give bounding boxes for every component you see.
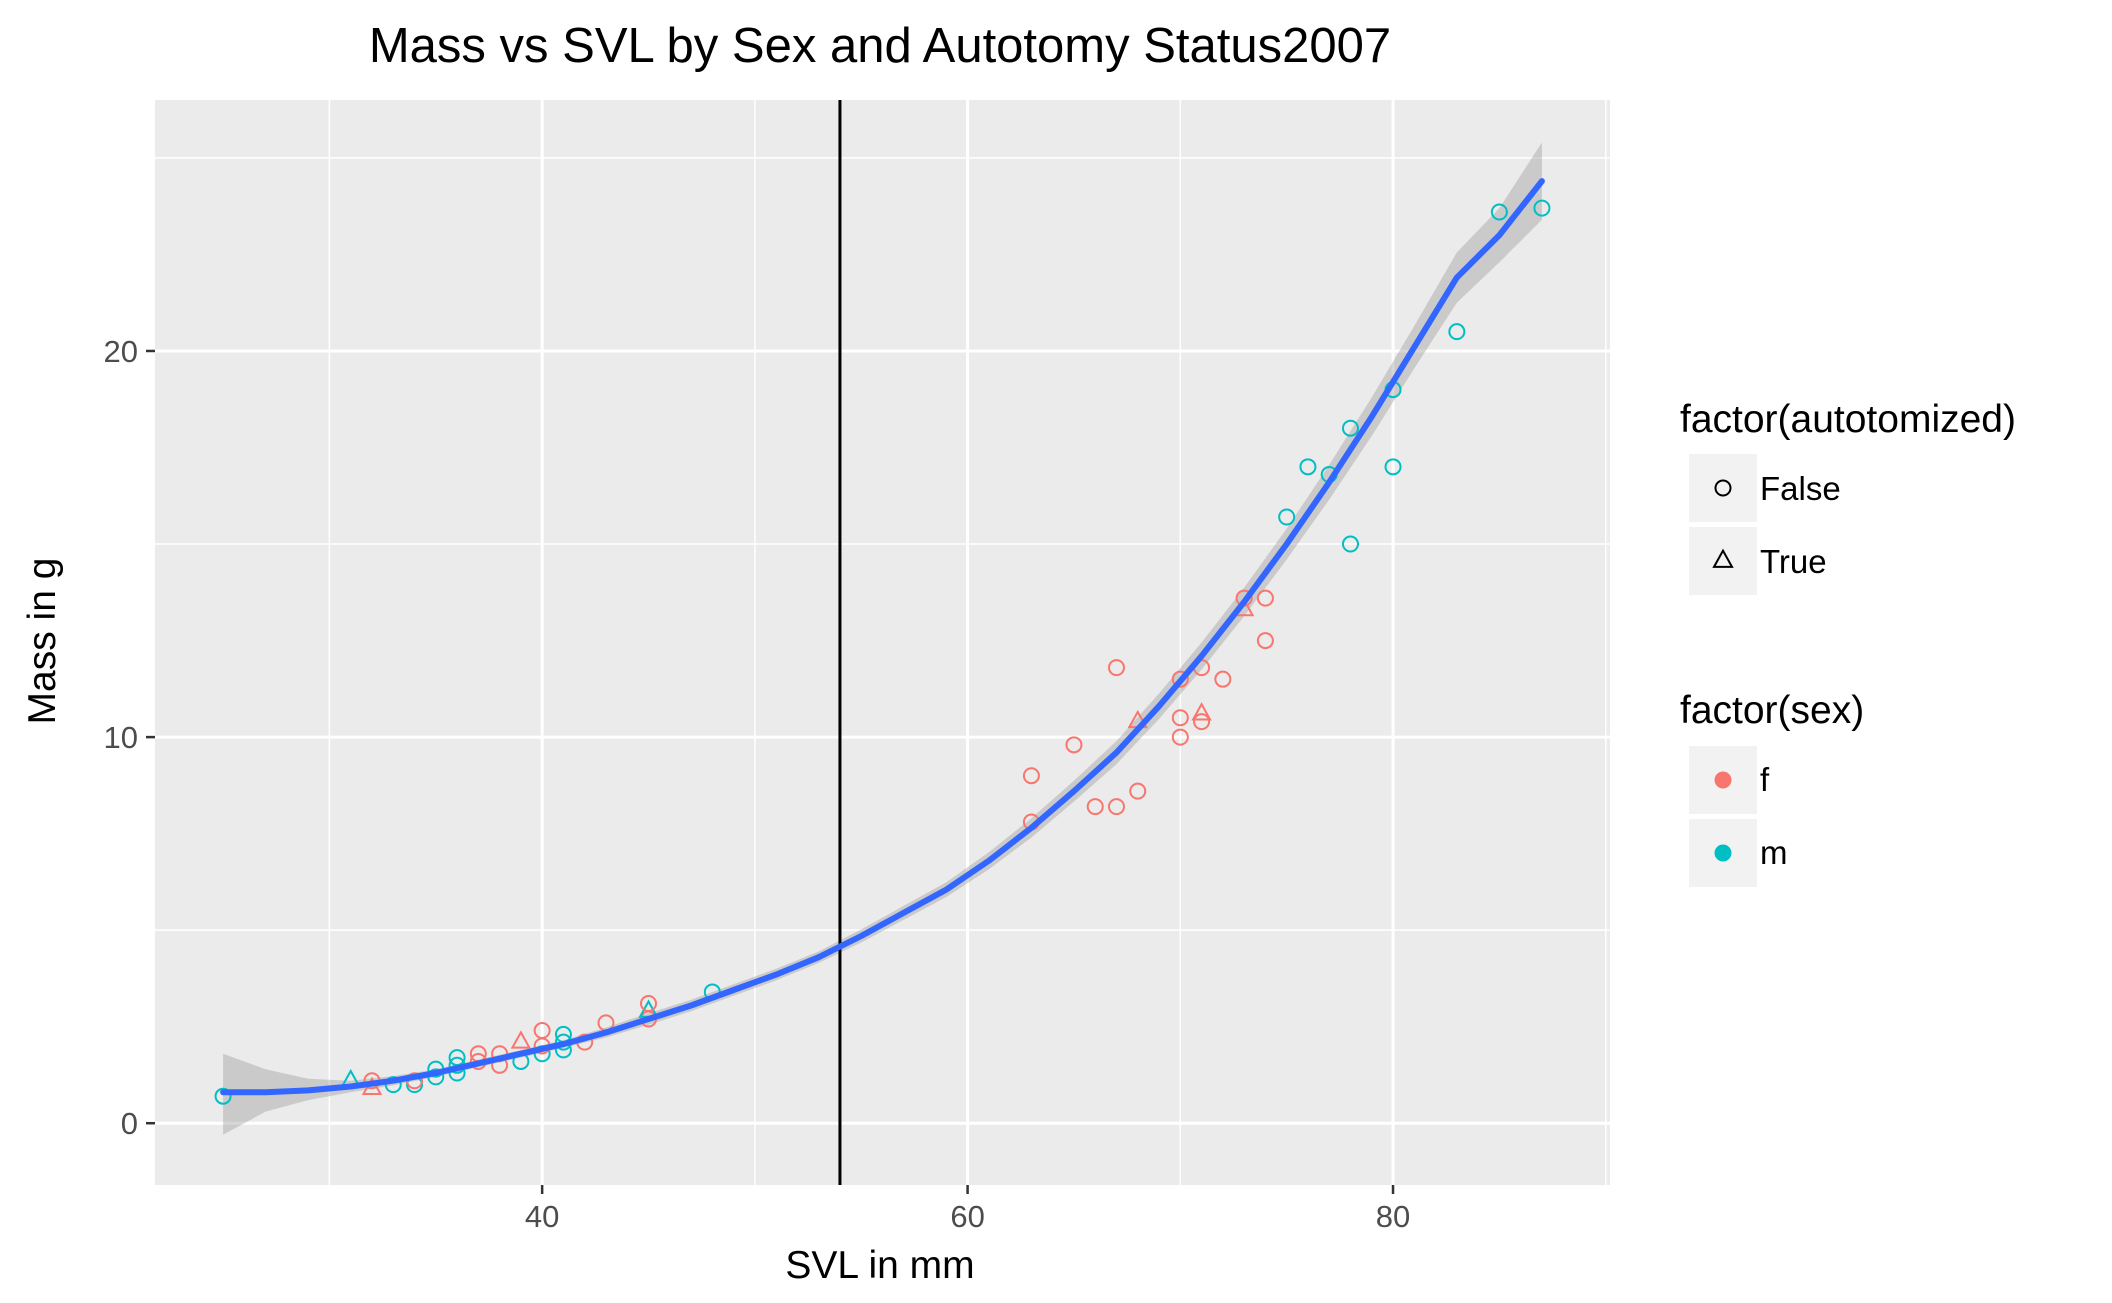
legend-sex: factor(sex) f m [1680, 689, 1864, 887]
y-axis: 0 10 20 [104, 334, 155, 1141]
data-point-circle [1278, 508, 1296, 526]
legend-autotomized: factor(autotomized) False True [1680, 398, 2016, 595]
legend-sex-keys [1689, 746, 1757, 887]
data-point-circle [1299, 458, 1317, 476]
panel-background [155, 100, 1610, 1185]
x-tick-label: 40 [525, 1199, 559, 1234]
legend-label-m: m [1760, 834, 1788, 871]
data-point-circle [1533, 199, 1551, 217]
data-point-circle [1171, 670, 1189, 688]
data-point-circle [448, 1049, 466, 1067]
y-tick-label: 20 [104, 334, 138, 369]
legend-label-false: False [1760, 470, 1841, 507]
data-point-circle [1490, 203, 1508, 221]
data-point-circle [1193, 713, 1211, 731]
data-point-triangle [1191, 702, 1212, 721]
legend-circle-shape [1714, 479, 1732, 497]
y-tick-label: 0 [121, 1106, 138, 1141]
legend-label-f: f [1760, 761, 1770, 798]
legend-triangle-shape [1712, 548, 1734, 568]
data-point-circle [1086, 798, 1104, 816]
legend-color-dot [1714, 771, 1732, 789]
x-axis-title: SVL in mm [785, 1244, 974, 1287]
data-point-circle [1214, 670, 1232, 688]
legend-sex-title: factor(sex) [1680, 689, 1864, 732]
y-tick-label: 10 [104, 720, 138, 755]
data-point-circle [1256, 589, 1274, 607]
data-point-circle [1171, 728, 1189, 746]
legend-key-background [1689, 527, 1757, 595]
legend-label-true: True [1760, 543, 1827, 580]
plot-panel [155, 100, 1610, 1185]
legend-autotomized-title: factor(autotomized) [1680, 398, 2016, 441]
data-point-circle [1107, 798, 1125, 816]
x-tick-label: 80 [1376, 1199, 1410, 1234]
data-point-circle [1341, 535, 1359, 553]
data-point-circle [640, 995, 658, 1013]
x-tick-label: 60 [950, 1199, 984, 1234]
data-point-circle [1448, 323, 1466, 341]
legend-key-background [1689, 454, 1757, 522]
x-axis: 40 60 80 [525, 1185, 1410, 1234]
data-point-circle [1129, 782, 1147, 800]
data-point-circle [1171, 709, 1189, 727]
data-point-triangle [510, 1030, 532, 1049]
data-point-circle [1384, 458, 1402, 476]
smooth-fit-line [220, 178, 1545, 1096]
data-point-circle [533, 1022, 551, 1040]
major-gridlines [155, 100, 1610, 1185]
minor-gridlines [155, 100, 1610, 1185]
data-point-circle [1022, 767, 1040, 785]
data-point-circle [1341, 419, 1359, 437]
y-axis-title: Mass in g [21, 558, 64, 725]
chart-title: Mass vs SVL by Sex and Autotomy Status20… [369, 19, 1391, 73]
data-point-circle [214, 1087, 232, 1105]
data-point-circle [1107, 659, 1125, 677]
data-point-circle [1256, 632, 1274, 650]
legend-color-dot [1714, 844, 1732, 862]
data-point-circle [1065, 736, 1083, 754]
legend-autotomized-keys [1689, 454, 1757, 595]
